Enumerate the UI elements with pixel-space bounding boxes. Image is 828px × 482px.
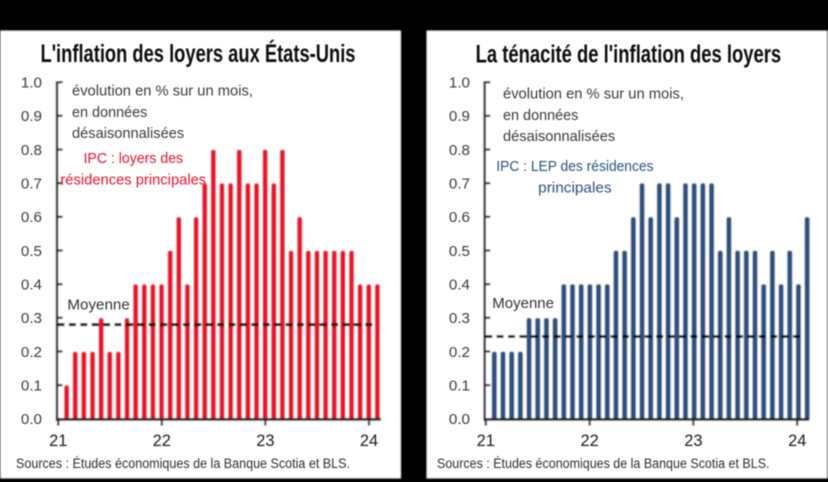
svg-text:en données: en données (72, 104, 148, 121)
svg-text:principales: principales (538, 180, 612, 197)
svg-text:0.2: 0.2 (449, 344, 470, 361)
svg-text:0.3: 0.3 (449, 310, 470, 327)
svg-text:0.6: 0.6 (21, 209, 42, 226)
svg-text:0.8: 0.8 (449, 142, 470, 159)
svg-text:IPC : loyers des: IPC : loyers des (84, 150, 184, 167)
svg-text:0.0: 0.0 (449, 411, 470, 428)
svg-text:0.3: 0.3 (21, 310, 42, 327)
svg-text:0.8: 0.8 (21, 142, 42, 159)
svg-text:évolution en % sur un mois,: évolution en % sur un mois, (503, 86, 684, 103)
svg-text:0.6: 0.6 (449, 209, 470, 226)
svg-text:1.0: 1.0 (21, 75, 42, 92)
svg-text:désaisonnalisées: désaisonnalisées (503, 128, 616, 145)
svg-text:23: 23 (256, 432, 274, 450)
svg-text:en données: en données (503, 107, 579, 124)
svg-text:0.5: 0.5 (449, 243, 470, 260)
svg-text:0.1: 0.1 (449, 377, 470, 394)
svg-text:22: 22 (153, 432, 171, 450)
svg-text:L'inflation des loyers aux Éta: L'inflation des loyers aux États-Unis (41, 39, 356, 68)
svg-text:IPC : LEP des résidences: IPC : LEP des résidences (496, 158, 654, 175)
svg-text:0.9: 0.9 (21, 108, 42, 125)
svg-text:0.9: 0.9 (449, 108, 470, 125)
svg-text:Moyenne: Moyenne (492, 295, 554, 312)
svg-text:21: 21 (49, 432, 67, 450)
svg-text:0.2: 0.2 (21, 344, 42, 361)
svg-text:évolution en % sur un mois,: évolution en % sur un mois, (72, 83, 253, 100)
svg-text:désaisonnalisées: désaisonnalisées (72, 125, 185, 142)
svg-text:24: 24 (360, 432, 378, 450)
svg-text:0.4: 0.4 (21, 277, 42, 294)
svg-text:0.7: 0.7 (449, 176, 470, 193)
svg-text:23: 23 (684, 432, 702, 450)
svg-text:0.7: 0.7 (21, 176, 42, 193)
svg-text:Sources : Études économiques d: Sources : Études économiques de la Banqu… (437, 455, 770, 472)
svg-text:Moyenne: Moyenne (67, 296, 129, 313)
svg-text:Sources : Études économiques d: Sources : Études économiques de la Banqu… (16, 455, 350, 472)
svg-text:La ténacité de l'inflation des: La ténacité de l'inflation des loyers (476, 41, 782, 69)
svg-text:résidences principales: résidences principales (60, 171, 206, 188)
svg-text:21: 21 (477, 432, 495, 450)
svg-text:0.5: 0.5 (21, 243, 42, 260)
svg-text:24: 24 (788, 432, 806, 450)
svg-text:1.0: 1.0 (449, 75, 470, 92)
svg-text:0.1: 0.1 (21, 377, 42, 394)
svg-text:0.0: 0.0 (21, 411, 42, 428)
svg-text:22: 22 (580, 432, 598, 450)
svg-text:0.4: 0.4 (449, 277, 470, 294)
